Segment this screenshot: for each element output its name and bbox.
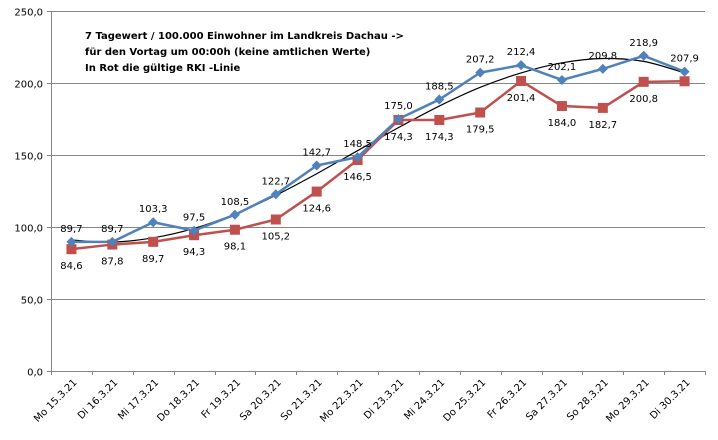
x-tick-label: Mo 22.3.21 — [318, 377, 365, 424]
y-tick-label: 200,0 — [14, 80, 43, 91]
data-label-vortag: 207,9 — [670, 54, 699, 65]
marker-rki — [597, 102, 608, 113]
data-label-rki: 146,5 — [343, 172, 372, 183]
x-tick-label: Di 16.3.21 — [76, 377, 120, 421]
data-label-rki: 182,7 — [588, 120, 617, 131]
axes — [47, 11, 706, 375]
data-label-rki: 98,1 — [224, 242, 246, 253]
marker-vortag — [148, 217, 159, 228]
data-label-rki: 84,6 — [60, 261, 82, 272]
data-label-rki: 87,8 — [101, 257, 123, 268]
marker-vortag — [475, 67, 486, 78]
x-tick-label: Do 25.3.21 — [442, 377, 489, 424]
marker-vortag — [107, 236, 118, 247]
x-tick-label: Di 23.3.21 — [362, 377, 406, 421]
x-tick-label: Mi 17.3.21 — [116, 377, 161, 422]
x-tick-label: Mo 15.3.21 — [32, 377, 79, 424]
y-tick-label: 250,0 — [14, 8, 43, 19]
data-label-vortag: 108,5 — [221, 197, 250, 208]
marker-vortag — [66, 236, 77, 247]
data-label-rki: 124,6 — [302, 204, 331, 215]
data-label-vortag: 188,5 — [425, 82, 454, 93]
marker-rki — [679, 76, 690, 87]
marker-rki — [638, 76, 649, 87]
marker-vortag — [516, 60, 527, 71]
data-label-vortag: 218,9 — [629, 38, 658, 49]
data-label-vortag: 103,3 — [139, 204, 168, 215]
data-label-vortag: 89,7 — [101, 224, 123, 235]
marker-rki — [516, 75, 527, 86]
data-label-rki: 174,3 — [425, 132, 454, 143]
chart-annotation: 7 Tagewert / 100.000 Einwohner im Landkr… — [85, 31, 404, 74]
marker-rki — [556, 101, 567, 112]
data-labels: 89,7 89,7 103,3 97,5 108,5 122,7 142,7 148,5 175… — [60, 38, 699, 272]
x-tick-label: Di 30.3.21 — [648, 377, 692, 421]
marker-vortag — [638, 50, 649, 61]
x-tick-label: Fr 19.3.21 — [200, 377, 243, 420]
data-label-rki: 174,3 — [384, 132, 413, 143]
marker-rki — [66, 244, 77, 255]
x-tick-label: Mo 29.3.21 — [604, 377, 651, 424]
marker-vortag — [679, 66, 690, 77]
y-tick-labels: 0,0 50,0 100,0 150,0 200,0 250,0 — [14, 8, 43, 379]
marker-vortag — [597, 63, 608, 74]
data-label-rki: 179,5 — [466, 125, 495, 136]
data-label-rki: 105,2 — [261, 232, 290, 243]
data-label-vortag: 97,5 — [183, 213, 205, 224]
marker-vortag — [556, 74, 567, 85]
y-tick-label: 100,0 — [14, 224, 43, 235]
y-tick-label: 50,0 — [21, 296, 43, 307]
marker-rki — [229, 224, 240, 235]
annotation-line-1: 7 Tagewert / 100.000 Einwohner im Landkr… — [85, 31, 404, 42]
data-label-rki: 94,3 — [183, 247, 205, 258]
x-tick-label: Sa 20.3.21 — [238, 377, 284, 423]
marker-rki — [434, 115, 445, 126]
x-tick-label: Do 18.3.21 — [155, 377, 202, 424]
y-tick-label: 150,0 — [14, 152, 43, 163]
marker-rki — [270, 214, 281, 225]
marker-vortag — [270, 189, 281, 200]
series-line-vortag — [71, 54, 686, 244]
marker-vortag — [434, 94, 445, 105]
series-line-rki — [71, 79, 685, 251]
series-group — [66, 50, 690, 255]
marker-rki — [148, 236, 159, 247]
data-label-vortag: 89,7 — [60, 224, 82, 235]
annotation-line-2: für den Vortag um 00:00h (keine amtliche… — [85, 47, 370, 58]
data-label-vortag: 122,7 — [261, 176, 290, 187]
data-label-vortag: 207,2 — [466, 55, 495, 66]
gridlines — [51, 11, 705, 300]
data-label-vortag: 148,5 — [343, 139, 372, 150]
marker-rki — [475, 107, 486, 118]
marker-vortag — [311, 160, 322, 171]
x-tick-label: Fr 26.3.21 — [486, 377, 529, 420]
data-label-rki: 89,7 — [142, 254, 164, 265]
data-label-vortag: 212,4 — [507, 47, 536, 58]
data-label-vortag: 142,7 — [302, 148, 331, 159]
x-tick-label: Mi 24.3.21 — [402, 377, 447, 422]
data-label-rki: 184,0 — [548, 118, 577, 129]
marker-rki — [311, 186, 322, 197]
marker-vortag — [352, 152, 363, 163]
annotation-line-3: In Rot die gültige RKI -Linie — [85, 63, 240, 74]
marker-vortag — [393, 114, 404, 124]
data-label-vortag: 202,1 — [548, 62, 577, 73]
data-label-rki: 200,8 — [629, 94, 658, 105]
y-tick-label: 0,0 — [27, 368, 43, 379]
marker-vortag — [189, 225, 200, 236]
data-label-vortag: 209,8 — [588, 51, 617, 62]
data-label-vortag: 175,0 — [384, 101, 413, 112]
data-label-rki: 201,4 — [507, 93, 536, 104]
x-tick-label: Sa 27.3.21 — [524, 377, 570, 423]
marker-vortag — [229, 209, 240, 220]
